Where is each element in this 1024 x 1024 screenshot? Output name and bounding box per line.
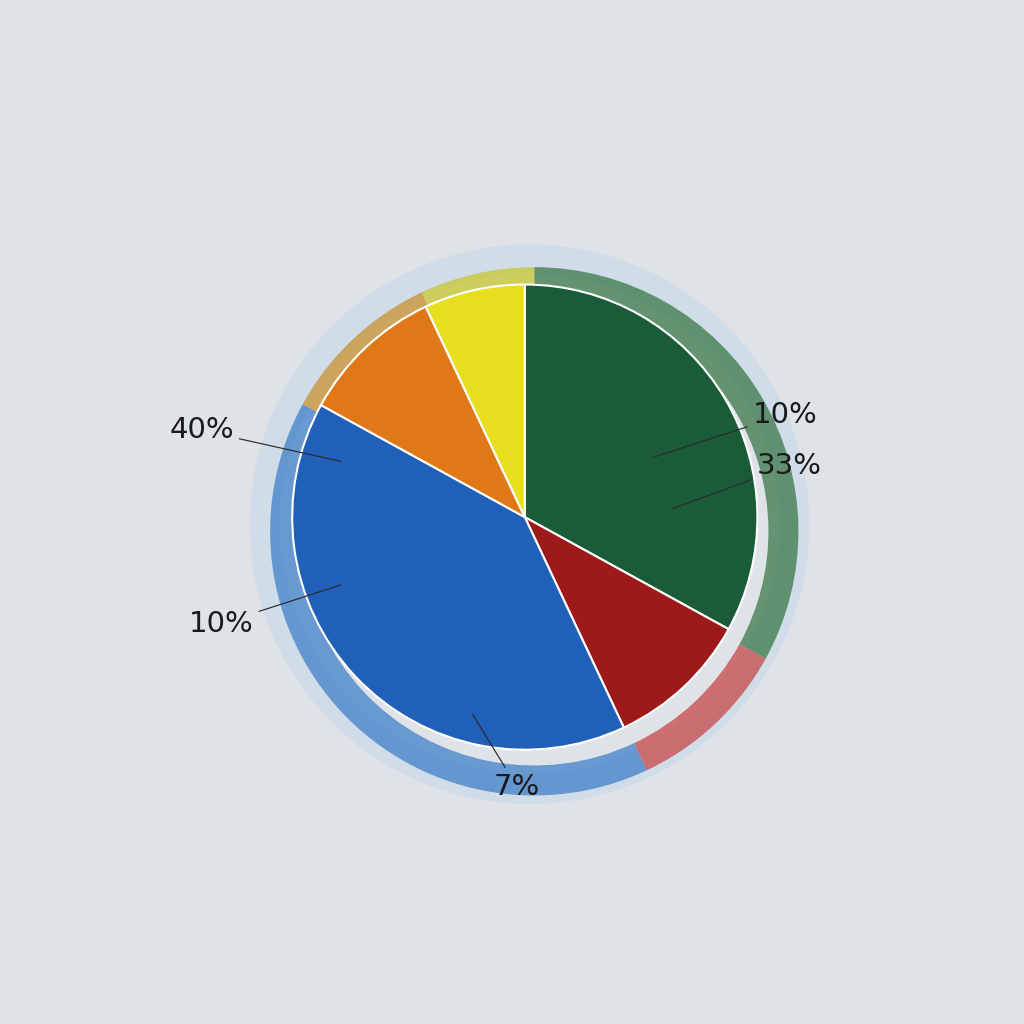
Wedge shape (270, 404, 647, 796)
Circle shape (251, 245, 809, 804)
Text: 10%: 10% (653, 400, 817, 457)
Wedge shape (321, 306, 524, 517)
Wedge shape (524, 517, 729, 728)
Wedge shape (535, 267, 799, 658)
Wedge shape (303, 292, 434, 419)
Wedge shape (292, 406, 624, 750)
Text: 10%: 10% (188, 585, 341, 638)
Wedge shape (524, 285, 758, 629)
Circle shape (281, 275, 778, 773)
Text: 33%: 33% (673, 452, 821, 508)
Text: 40%: 40% (169, 417, 341, 462)
Wedge shape (422, 267, 535, 319)
Wedge shape (634, 644, 766, 770)
Wedge shape (426, 285, 524, 517)
Text: 7%: 7% (473, 715, 540, 801)
